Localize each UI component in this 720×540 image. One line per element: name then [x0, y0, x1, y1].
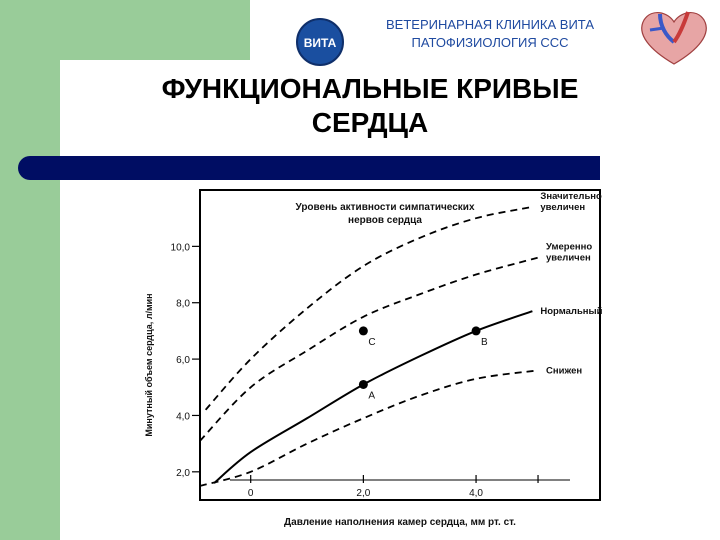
y-tick-label: 4,0	[176, 411, 190, 422]
legend-title-line-1: Уровень активности симпатических	[295, 202, 474, 213]
y-tick-label: 2,0	[176, 468, 190, 479]
chart-svg: Уровень активности симпатических нервов …	[144, 189, 603, 528]
series-line	[199, 369, 539, 487]
x-axis-label: Давление наполнения камер сердца, мм рт.…	[284, 517, 516, 528]
heart-illustration	[630, 6, 718, 68]
data-point-label: C	[368, 337, 375, 348]
y-tick-label: 10,0	[171, 242, 191, 253]
series-layer: ЗначительноувеличенУмеренноувеличенНорма…	[199, 191, 603, 487]
plot-frame	[199, 189, 601, 501]
series-label: Значительно	[540, 191, 602, 202]
series-label: Умеренно	[546, 242, 592, 253]
left-green-stripe	[0, 0, 60, 540]
y-tick-label: 6,0	[176, 355, 190, 366]
axes-layer: 2,0 4,0 6,0 8,0 10,0 0 2,0 4,0	[171, 242, 570, 499]
legend-title-line-2: нервов сердца	[348, 215, 422, 226]
course-name: ПАТОФИЗИОЛОГИЯ ССС	[411, 35, 569, 50]
title-divider-bar	[18, 156, 600, 180]
slide-title: ФУНКЦИОНАЛЬНЫЕ КРИВЫЕ СЕРДЦА	[70, 72, 670, 140]
x-tick-label: 4,0	[469, 488, 483, 499]
slide-header: ВЕТЕРИНАРНАЯ КЛИНИКА ВИТА ПАТОФИЗИОЛОГИЯ…	[355, 16, 625, 52]
title-line-2: СЕРДЦА	[311, 107, 429, 138]
data-point	[471, 326, 481, 336]
data-point	[358, 326, 368, 336]
points-layer: A B C	[358, 326, 488, 401]
title-line-1: ФУНКЦИОНАЛЬНЫЕ КРИВЫЕ	[161, 73, 579, 104]
x-tick-label: 2,0	[356, 488, 370, 499]
clinic-logo: ВИТА	[296, 18, 344, 66]
chart: Уровень активности симпатических нервов …	[140, 185, 620, 530]
series-label: Нормальный	[540, 306, 602, 317]
data-point-label: B	[481, 337, 488, 348]
clinic-name: ВЕТЕРИНАРНАЯ КЛИНИКА ВИТА	[386, 17, 594, 32]
x-tick-label: 0	[248, 488, 254, 499]
series-line	[204, 206, 533, 411]
series-line	[199, 256, 539, 442]
data-point	[358, 379, 368, 389]
series-label: увеличен	[540, 202, 585, 213]
series-label: увеличен	[546, 253, 591, 264]
data-point-label: A	[368, 390, 375, 401]
logo-text: ВИТА	[304, 36, 337, 50]
y-axis-label: Минутный объем сердца, л/мин	[144, 293, 154, 436]
series-label: Снижен	[546, 365, 582, 376]
y-tick-label: 8,0	[176, 299, 190, 310]
